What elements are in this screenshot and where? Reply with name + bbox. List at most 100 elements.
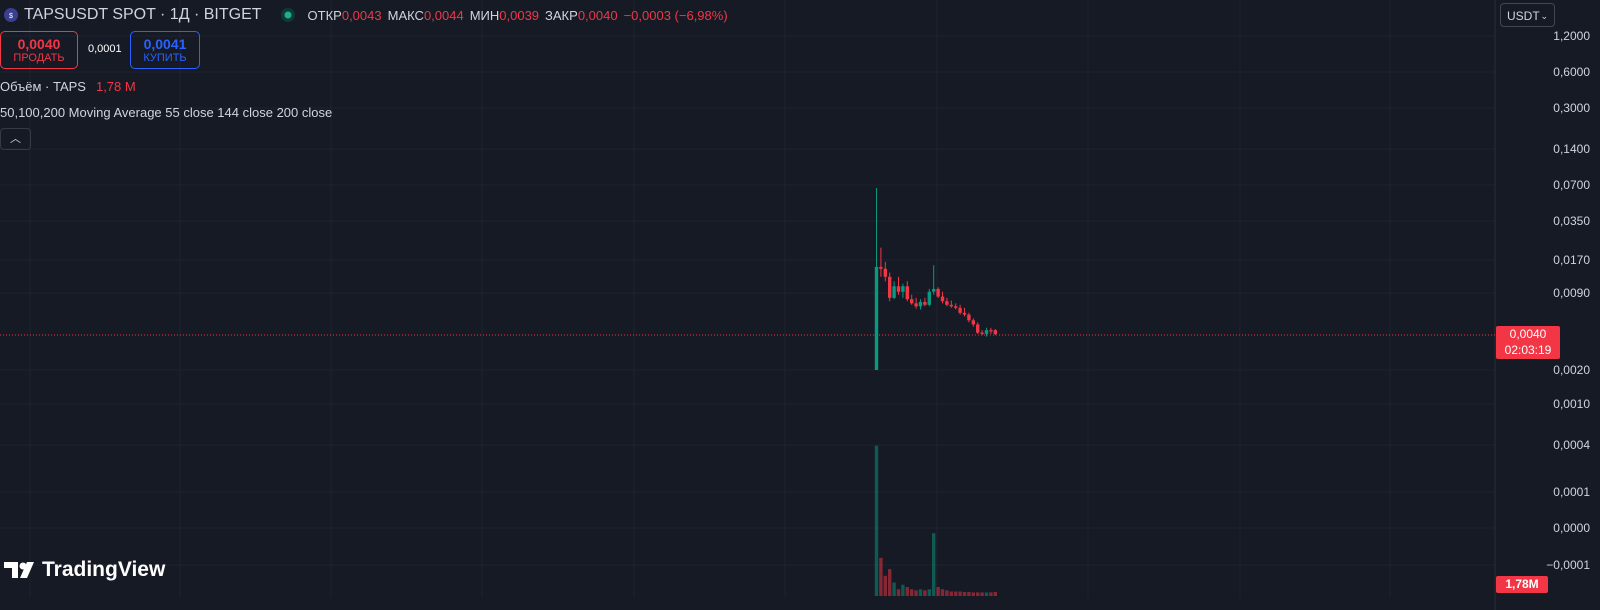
header-bar: $ TAPSUSDT SPOT · 1Д · BITGET ОТКР 0,0043… — [0, 0, 1495, 30]
candle-body — [918, 301, 923, 307]
collapse-button[interactable]: ︿ — [0, 128, 31, 150]
volume-legend[interactable]: Объём · TAPS 1,78 M — [0, 79, 136, 94]
buy-button[interactable]: 0,0041 КУПИТЬ — [130, 31, 200, 69]
ohlc-label: МАКС — [387, 7, 424, 23]
buy-label: КУПИТЬ — [143, 52, 187, 64]
ohlc-value: 0,0040 — [577, 7, 618, 23]
ohlc-value: 0,0043 — [341, 7, 382, 23]
volume-bar — [932, 533, 936, 596]
volume-bar — [993, 592, 997, 596]
volume-bar — [954, 591, 958, 596]
candle-body — [989, 330, 993, 332]
volume-name: Объём · TAPS — [0, 79, 86, 94]
price-axis: 1,2000 0,6000 0,3000 0,1400 0,0700 0,0350 0,01… — [1495, 0, 1600, 610]
sell-button[interactable]: 0,0040 ПРОДАТЬ — [0, 31, 78, 69]
volume-bar — [905, 587, 909, 596]
volume-bar — [892, 582, 896, 596]
candle-body — [914, 303, 918, 307]
axis-label: 0,0004 — [1553, 438, 1590, 452]
sell-price: 0,0040 — [17, 36, 61, 52]
volume-bar — [918, 589, 923, 596]
tradingview-logo[interactable]: TradingView — [4, 558, 165, 582]
volume-bar — [910, 589, 914, 596]
candle-body — [874, 266, 879, 370]
ohlc-value: 0,0039 — [499, 7, 540, 23]
svg-text:$: $ — [9, 13, 13, 20]
candle-body — [967, 314, 971, 321]
candle-body — [896, 286, 901, 292]
ohlc-label: МИН — [469, 7, 500, 23]
axis-label: 0,0010 — [1553, 397, 1590, 411]
candle-body — [945, 301, 949, 305]
volume-bar — [896, 589, 901, 596]
current-price: 0,0040 — [1509, 327, 1547, 341]
candle-body — [962, 312, 967, 315]
candle-body — [932, 288, 936, 292]
candle-body — [971, 320, 975, 325]
axis-label: 0,0000 — [1553, 521, 1590, 535]
candle-body — [936, 288, 940, 297]
status-dot — [280, 8, 295, 22]
chevron: ⌄ — [1540, 11, 1548, 21]
ma-legend[interactable]: 50,100,200 Moving Average 55 close 144 c… — [0, 105, 333, 120]
volume-bar — [874, 445, 879, 596]
axis-label: 0,0350 — [1553, 214, 1590, 228]
buy-price: 0,0041 — [143, 36, 187, 52]
ohlc-values: ОТКР 0,0043 МАКС 0,0044 МИН 0,0039 ЗАКР 0,0040 — [308, 8, 624, 23]
candle-body — [905, 286, 909, 300]
volume-bar — [980, 592, 984, 596]
volume-value: 1,78 M — [95, 79, 136, 94]
axis-label: 1,2000 — [1553, 29, 1590, 43]
volume-bar — [945, 590, 949, 596]
logo-text: TradingView — [42, 558, 166, 581]
volume-bar — [927, 589, 931, 596]
axis-label: 0,0020 — [1553, 363, 1590, 377]
ohlc-value: 0,0044 — [423, 7, 464, 23]
candle-body — [910, 299, 914, 304]
volume-bar — [901, 584, 905, 596]
price-badge: 0,0040 02:03:19 — [1496, 326, 1560, 359]
currency-select[interactable]: USDT ⌄ — [1500, 3, 1555, 27]
volume-bar — [879, 557, 883, 596]
ohlc-label: ЗАКР — [545, 7, 578, 23]
sell-label: ПРОДАТЬ — [13, 52, 65, 64]
axis-label: 0,0001 — [1553, 485, 1590, 499]
volume-bar — [914, 590, 918, 596]
axis-label: 0,3000 — [1553, 101, 1590, 115]
candle-body — [892, 286, 896, 298]
axis-label: 0,6000 — [1553, 65, 1590, 79]
volume-bar — [949, 591, 953, 596]
volume-bar — [883, 575, 887, 596]
volume-bar — [940, 589, 945, 596]
axis-label: −0,0001 — [1546, 558, 1590, 572]
candle-body — [940, 296, 945, 302]
symbol-title[interactable]: TAPSUSDT SPOT · 1Д · BITGET — [24, 6, 262, 23]
volume-bar — [989, 592, 993, 596]
symbol-icon: $ — [4, 8, 18, 22]
candle-body — [923, 301, 927, 305]
volume-bar — [958, 591, 962, 596]
axis-label: 0,0090 — [1553, 286, 1590, 300]
volume-bar — [984, 592, 989, 596]
candle-body — [993, 330, 997, 334]
axis-label: 0,1400 — [1553, 142, 1590, 156]
volume-bar — [967, 591, 971, 596]
candle-body — [927, 291, 931, 305]
currency: USDT — [1507, 9, 1540, 23]
spread: 0,0001 — [88, 43, 122, 55]
volume-bar — [962, 591, 967, 596]
axis-label: 0,0700 — [1553, 178, 1590, 192]
volume-bar — [923, 590, 927, 596]
candle-body — [954, 306, 958, 308]
candle-body — [883, 268, 887, 277]
change: −0,0003 (−6,98%) — [623, 7, 728, 23]
candle-body — [984, 330, 989, 334]
axis-label: 0,0170 — [1553, 253, 1590, 267]
candle-body — [958, 307, 962, 313]
candle-body — [901, 286, 905, 292]
volume-badge: 1,78M — [1496, 576, 1548, 593]
candle-body — [976, 324, 980, 333]
candle-body — [879, 266, 883, 269]
candle-body — [980, 332, 984, 334]
